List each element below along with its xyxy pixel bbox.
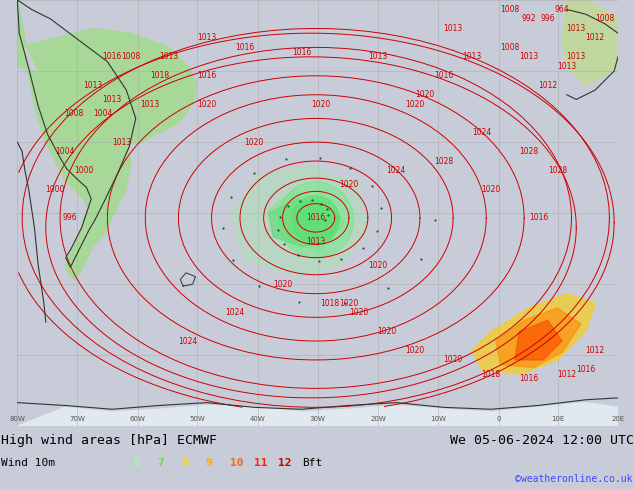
Text: 1024: 1024 <box>178 337 198 345</box>
Text: 6: 6 <box>133 458 140 468</box>
Text: 1016: 1016 <box>292 48 311 57</box>
Text: 1008: 1008 <box>595 14 614 24</box>
Text: 8: 8 <box>181 458 188 468</box>
Text: 1016: 1016 <box>197 71 216 80</box>
Text: 40W: 40W <box>250 416 266 421</box>
Text: 1024: 1024 <box>387 166 406 175</box>
Text: 1016: 1016 <box>576 365 595 374</box>
Polygon shape <box>17 403 618 426</box>
Text: 1020: 1020 <box>377 327 396 336</box>
Text: 1020: 1020 <box>311 99 330 109</box>
Text: 11: 11 <box>254 458 267 468</box>
Text: 1012: 1012 <box>586 33 605 43</box>
Text: 1013: 1013 <box>567 24 586 33</box>
Text: 0: 0 <box>496 416 501 421</box>
Text: 1013: 1013 <box>368 52 387 61</box>
Polygon shape <box>231 166 368 275</box>
Text: 1008: 1008 <box>121 52 141 61</box>
Text: 1013: 1013 <box>557 62 576 71</box>
Text: 1028: 1028 <box>434 156 453 166</box>
Text: 1016: 1016 <box>103 52 122 61</box>
Text: 1018: 1018 <box>320 298 340 308</box>
Circle shape <box>278 182 354 258</box>
Text: ©weatheronline.co.uk: ©weatheronline.co.uk <box>515 474 633 484</box>
Text: 10E: 10E <box>552 416 565 421</box>
Text: Wind 10m: Wind 10m <box>1 458 55 468</box>
Text: Bft: Bft <box>302 458 322 468</box>
Text: 20E: 20E <box>611 416 624 421</box>
Text: 1020: 1020 <box>245 138 264 147</box>
Text: 1000: 1000 <box>46 185 65 194</box>
Polygon shape <box>17 0 197 147</box>
Text: 1024: 1024 <box>226 308 245 317</box>
Text: 30W: 30W <box>310 416 326 421</box>
Text: 1020: 1020 <box>406 99 425 109</box>
Text: 1016: 1016 <box>434 71 453 80</box>
Text: 1008: 1008 <box>500 5 520 14</box>
Polygon shape <box>496 308 581 368</box>
Text: 1013: 1013 <box>159 52 179 61</box>
Text: 1013: 1013 <box>103 95 122 104</box>
Polygon shape <box>268 192 344 251</box>
Text: 1020: 1020 <box>406 346 425 355</box>
Text: 1020: 1020 <box>349 308 368 317</box>
Text: 10W: 10W <box>430 416 446 421</box>
Text: 1016: 1016 <box>519 374 538 384</box>
Text: 996: 996 <box>62 213 77 222</box>
Text: 1018: 1018 <box>481 369 501 379</box>
Text: 1013: 1013 <box>462 52 482 61</box>
Circle shape <box>292 196 339 244</box>
Polygon shape <box>515 320 562 360</box>
Polygon shape <box>17 0 131 279</box>
Text: 1013: 1013 <box>140 99 160 109</box>
Text: 1004: 1004 <box>55 147 74 156</box>
Text: 60W: 60W <box>130 416 146 421</box>
Text: 9: 9 <box>205 458 212 468</box>
Text: 1012: 1012 <box>557 369 576 379</box>
Text: 1013: 1013 <box>567 52 586 61</box>
Text: 1028: 1028 <box>519 147 538 156</box>
Text: 1016: 1016 <box>529 213 548 222</box>
Text: 1013: 1013 <box>519 52 538 61</box>
Text: 1013: 1013 <box>197 33 216 43</box>
Text: 10: 10 <box>230 458 243 468</box>
Text: 1004: 1004 <box>93 109 112 118</box>
Text: 70W: 70W <box>69 416 85 421</box>
Text: 1000: 1000 <box>74 166 93 175</box>
Text: 1020: 1020 <box>368 261 387 270</box>
Text: We 05-06-2024 12:00 UTC (12+120): We 05-06-2024 12:00 UTC (12+120) <box>450 434 634 447</box>
Text: 1020: 1020 <box>339 298 359 308</box>
Text: High wind areas [hPa] ECMWF: High wind areas [hPa] ECMWF <box>1 434 217 447</box>
Polygon shape <box>268 199 339 246</box>
Text: 1020: 1020 <box>273 280 292 289</box>
Text: 1012: 1012 <box>538 81 557 90</box>
Text: 1020: 1020 <box>339 180 359 189</box>
Text: 1020: 1020 <box>415 90 434 99</box>
Text: 1024: 1024 <box>472 128 491 137</box>
Text: 1013: 1013 <box>112 138 131 147</box>
Text: 1016: 1016 <box>235 43 254 52</box>
Text: 1020: 1020 <box>481 185 501 194</box>
Text: 7: 7 <box>157 458 164 468</box>
Polygon shape <box>562 0 618 85</box>
Text: 996: 996 <box>541 14 555 24</box>
Text: 1016: 1016 <box>306 213 325 222</box>
Text: 1013: 1013 <box>306 237 325 246</box>
Text: 1008: 1008 <box>500 43 520 52</box>
Text: 50W: 50W <box>190 416 205 421</box>
Text: 1013: 1013 <box>84 81 103 90</box>
Text: 80W: 80W <box>10 416 25 421</box>
Text: 12: 12 <box>278 458 291 468</box>
Text: 992: 992 <box>522 14 536 24</box>
Polygon shape <box>472 294 595 374</box>
Text: 1020: 1020 <box>444 355 463 365</box>
Text: 1018: 1018 <box>150 71 169 80</box>
Text: 1020: 1020 <box>197 99 216 109</box>
Text: 1012: 1012 <box>586 346 605 355</box>
Text: 1028: 1028 <box>548 166 567 175</box>
Text: 1013: 1013 <box>444 24 463 33</box>
Text: 20W: 20W <box>370 416 386 421</box>
Text: 964: 964 <box>555 5 569 14</box>
Text: 1008: 1008 <box>65 109 84 118</box>
